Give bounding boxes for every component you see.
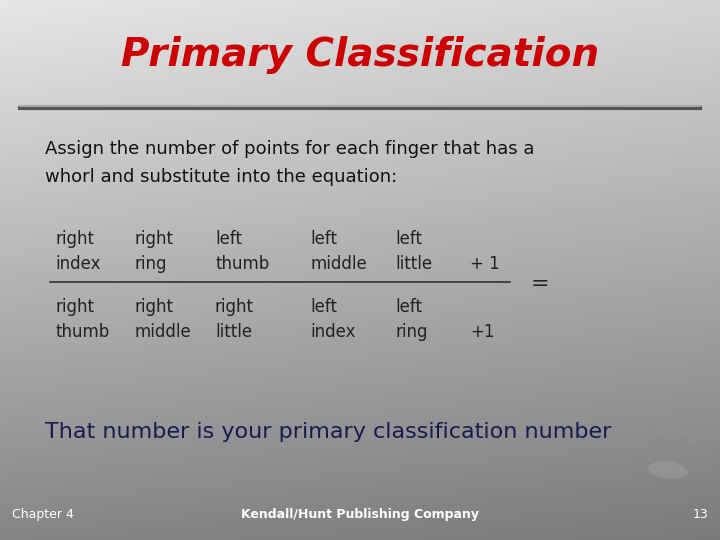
- Text: left: left: [395, 230, 422, 248]
- Text: thumb: thumb: [55, 323, 109, 341]
- Ellipse shape: [685, 440, 695, 442]
- Text: index: index: [55, 255, 101, 273]
- Text: right: right: [135, 298, 174, 316]
- Text: middle: middle: [310, 255, 366, 273]
- Text: thumb: thumb: [215, 255, 269, 273]
- Text: right: right: [55, 230, 94, 248]
- Text: right: right: [55, 298, 94, 316]
- Text: left: left: [215, 230, 242, 248]
- Text: +1: +1: [470, 323, 495, 341]
- Text: left: left: [310, 230, 337, 248]
- Text: =: =: [531, 274, 549, 294]
- Text: left: left: [395, 298, 422, 316]
- Text: middle: middle: [135, 323, 192, 341]
- Text: left: left: [310, 298, 337, 316]
- Text: Chapter 4: Chapter 4: [12, 508, 74, 521]
- Text: whorl and substitute into the equation:: whorl and substitute into the equation:: [45, 168, 397, 186]
- Text: Primary Classification: Primary Classification: [121, 36, 599, 74]
- Text: 13: 13: [692, 508, 708, 521]
- Text: Assign the number of points for each finger that has a: Assign the number of points for each fin…: [45, 140, 534, 158]
- Ellipse shape: [645, 437, 655, 438]
- Text: + 1: + 1: [470, 255, 500, 273]
- Text: right: right: [135, 230, 174, 248]
- Text: little: little: [395, 255, 432, 273]
- Text: ring: ring: [395, 323, 428, 341]
- Text: That number is your primary classification number: That number is your primary classificati…: [45, 422, 611, 442]
- Ellipse shape: [656, 431, 666, 433]
- Text: right: right: [215, 298, 254, 316]
- Ellipse shape: [648, 461, 688, 478]
- Text: Kendall/Hunt Publishing Company: Kendall/Hunt Publishing Company: [241, 508, 479, 521]
- Ellipse shape: [667, 429, 677, 431]
- Ellipse shape: [677, 433, 687, 435]
- Text: little: little: [215, 323, 252, 341]
- Text: index: index: [310, 323, 356, 341]
- Text: ring: ring: [135, 255, 168, 273]
